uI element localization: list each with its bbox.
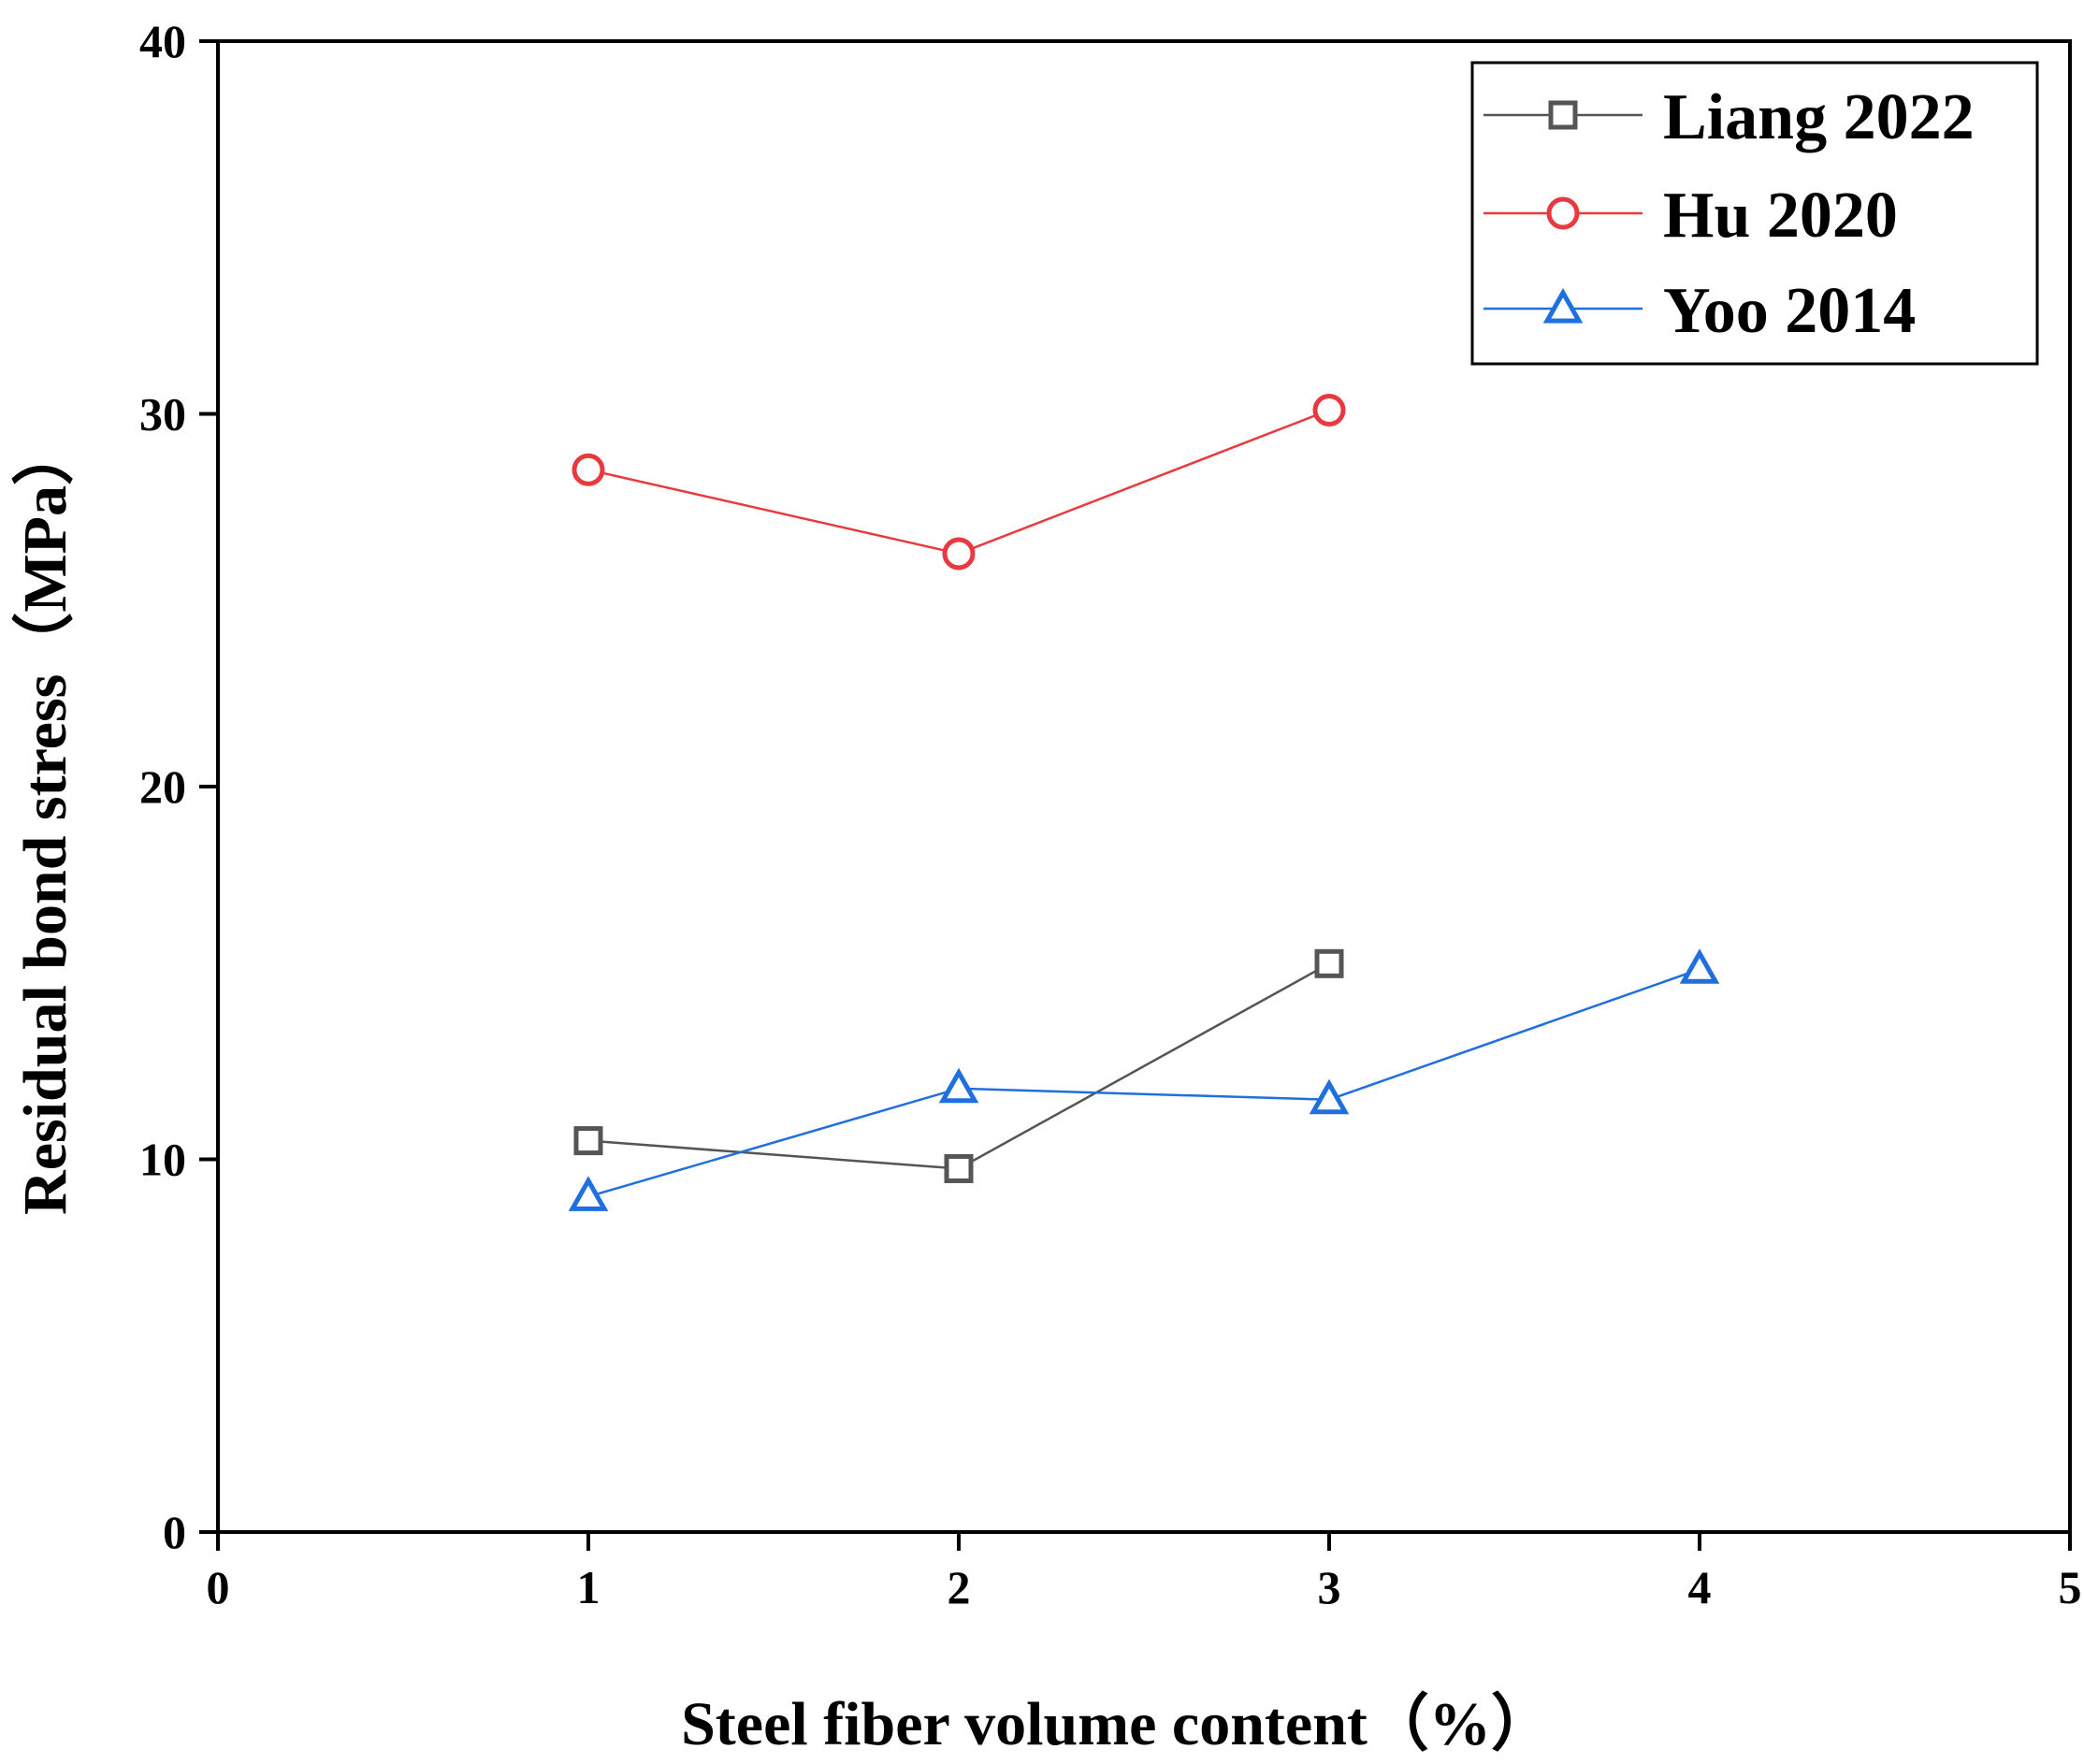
x-tick-label: 3 <box>1318 1561 1341 1613</box>
y-tick-label: 10 <box>139 1134 186 1186</box>
data-point-liang-2022 <box>573 1126 603 1156</box>
y-tick-label: 20 <box>139 760 186 813</box>
x-tick-label: 1 <box>577 1561 601 1613</box>
legend-label: Yoo 2014 <box>1663 275 1916 347</box>
y-tick-label: 30 <box>139 388 186 441</box>
x-tick-label: 2 <box>948 1561 971 1613</box>
series-liang-2022 <box>573 948 1344 1183</box>
series-line-yoo-2014 <box>587 968 1700 1198</box>
data-point-hu-2020 <box>1312 394 1346 427</box>
legend-marker <box>1546 196 1580 230</box>
legend-item-yoo-2014: Yoo 2014 <box>1483 275 1916 347</box>
legend-marker <box>1542 287 1584 324</box>
legend-item-hu-2020: Hu 2020 <box>1483 180 1898 252</box>
data-point-liang-2022 <box>1314 948 1344 978</box>
legend-label: Hu 2020 <box>1663 180 1898 252</box>
data-point-hu-2020 <box>942 537 976 571</box>
series-hu-2020 <box>572 394 1346 571</box>
series-line-liang-2022 <box>587 962 1330 1170</box>
x-tick-label: 5 <box>2059 1561 2082 1613</box>
axis-ticks: 0 1 2 3 4 5 0 10 20 30 40 <box>139 15 2082 1613</box>
series-yoo-2014 <box>568 948 1720 1211</box>
legend-marker <box>1548 100 1578 130</box>
legend: Liang 2022 Hu 2020 Yoo 2014 <box>1470 61 2039 366</box>
x-tick-label: 4 <box>1688 1561 1712 1613</box>
y-tick-label: 0 <box>163 1506 186 1558</box>
data-point-yoo-2014 <box>1679 948 1720 984</box>
series-layer <box>568 394 1720 1211</box>
data-point-yoo-2014 <box>938 1067 979 1104</box>
x-tick-label: 0 <box>207 1561 230 1613</box>
x-axis-title: Steel fiber volume content（%） <box>681 1689 1553 1758</box>
legend-item-liang-2022: Liang 2022 <box>1483 81 1975 153</box>
y-tick-label: 40 <box>139 15 186 67</box>
y-axis-title: Residual bond stress（MPa） <box>10 424 80 1215</box>
data-point-hu-2020 <box>572 453 605 486</box>
data-point-liang-2022 <box>944 1153 974 1183</box>
legend-label: Liang 2022 <box>1663 81 1975 153</box>
data-point-yoo-2014 <box>1309 1078 1350 1115</box>
series-line-hu-2020 <box>587 409 1330 556</box>
data-point-yoo-2014 <box>568 1176 609 1211</box>
